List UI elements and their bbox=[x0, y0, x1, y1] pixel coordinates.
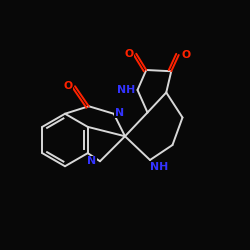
Text: O: O bbox=[64, 81, 72, 91]
Text: NH: NH bbox=[150, 162, 168, 172]
Text: O: O bbox=[124, 49, 134, 59]
Text: N: N bbox=[115, 108, 124, 118]
Text: N: N bbox=[87, 156, 96, 166]
Text: O: O bbox=[181, 50, 190, 60]
Text: NH: NH bbox=[117, 85, 135, 95]
